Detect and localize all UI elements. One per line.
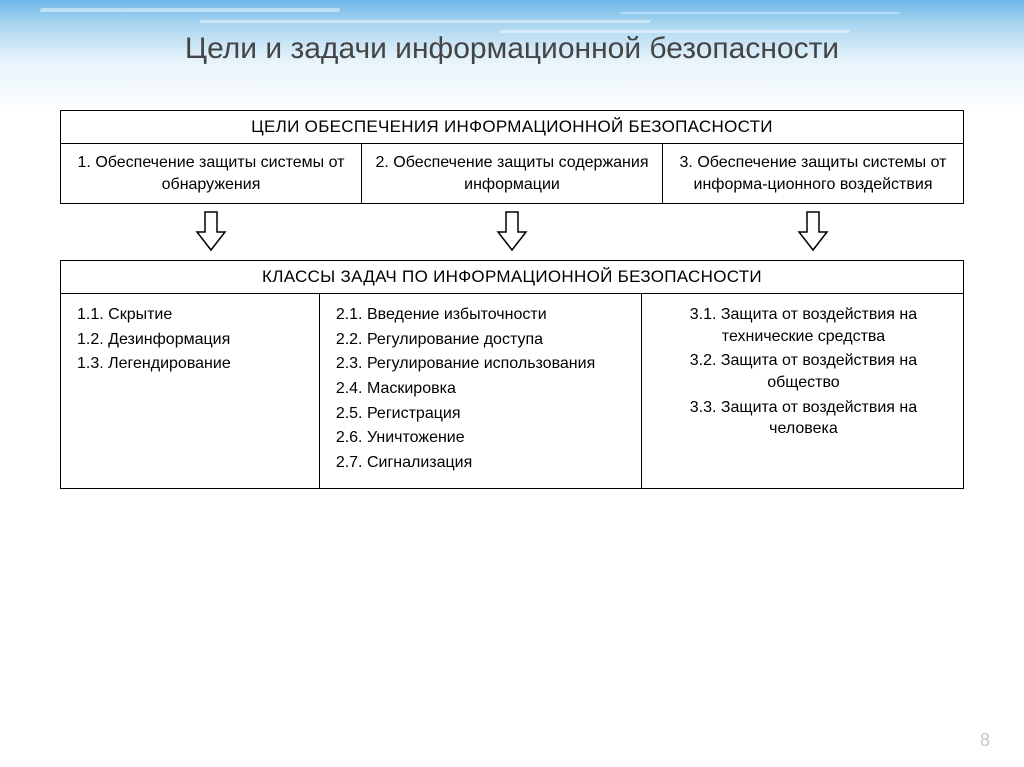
- task-item: 1.3. Легендирование: [77, 353, 305, 375]
- down-arrow-icon: [795, 210, 831, 254]
- task-item: 1.1. Скрытие: [77, 304, 305, 326]
- task-item: 2.3. Регулирование использования: [336, 353, 627, 375]
- decorative-streak: [199, 20, 650, 23]
- tasks-col-2: 2.1. Введение избыточности 2.2. Регулиро…: [319, 294, 641, 488]
- down-arrow-icon: [193, 210, 229, 254]
- goals-header: ЦЕЛИ ОБЕСПЕЧЕНИЯ ИНФОРМАЦИОННОЙ БЕЗОПАСН…: [61, 111, 963, 144]
- page-number: 8: [980, 730, 990, 751]
- decorative-streak: [620, 12, 901, 14]
- task-item: 2.4. Маскировка: [336, 378, 627, 400]
- tasks-columns: 1.1. Скрытие 1.2. Дезинформация 1.3. Лег…: [61, 294, 963, 488]
- goals-columns: 1. Обеспечение защиты системы от обнаруж…: [61, 144, 963, 203]
- slide-content: ЦЕЛИ ОБЕСПЕЧЕНИЯ ИНФОРМАЦИОННОЙ БЕЗОПАСН…: [60, 110, 964, 489]
- decorative-streak: [39, 8, 340, 12]
- task-item: 2.5. Регистрация: [336, 403, 627, 425]
- goals-item-3: 3. Обеспечение защиты системы от информа…: [662, 144, 963, 203]
- task-item: 3.1. Защита от воздействия на технически…: [658, 304, 949, 347]
- tasks-col-1: 1.1. Скрытие 1.2. Дезинформация 1.3. Лег…: [61, 294, 319, 488]
- task-item: 3.2. Защита от воздействия на общество: [658, 350, 949, 393]
- goals-item-1: 1. Обеспечение защиты системы от обнаруж…: [61, 144, 361, 203]
- tasks-col-3: 3.1. Защита от воздействия на технически…: [641, 294, 963, 488]
- task-item: 2.7. Сигнализация: [336, 452, 627, 474]
- goals-item-2: 2. Обеспечение защиты содержания информа…: [361, 144, 662, 203]
- down-arrow-icon: [494, 210, 530, 254]
- task-item: 2.6. Уничтожение: [336, 427, 627, 449]
- tasks-header: КЛАССЫ ЗАДАЧ ПО ИНФОРМАЦИОННОЙ БЕЗОПАСНО…: [61, 261, 963, 294]
- goals-box: ЦЕЛИ ОБЕСПЕЧЕНИЯ ИНФОРМАЦИОННОЙ БЕЗОПАСН…: [60, 110, 964, 204]
- tasks-box: КЛАССЫ ЗАДАЧ ПО ИНФОРМАЦИОННОЙ БЕЗОПАСНО…: [60, 260, 964, 489]
- arrows-row: [60, 210, 964, 254]
- task-item: 1.2. Дезинформация: [77, 329, 305, 351]
- task-item: 2.2. Регулирование доступа: [336, 329, 627, 351]
- slide-title: Цели и задачи информационной безопасност…: [0, 32, 1024, 66]
- task-item: 2.1. Введение избыточности: [336, 304, 627, 326]
- task-item: 3.3. Защита от воздействия на человека: [658, 397, 949, 440]
